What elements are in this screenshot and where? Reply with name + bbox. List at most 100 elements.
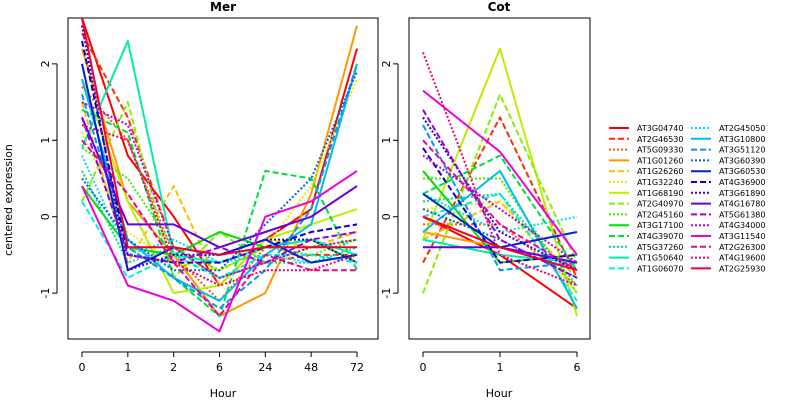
legend-label: AT4G16780 (719, 200, 765, 209)
series-line-AT2G40970 (422, 93, 578, 294)
legend-item: AT3G60530 (691, 167, 765, 176)
legend-label: AT1G01260 (637, 156, 683, 165)
y-tick-label: 0 (39, 213, 52, 220)
legend-item: AT4G16780 (691, 200, 765, 209)
series-line-AT1G32240 (81, 78, 358, 272)
x-axis-label-cot: Hour (486, 387, 513, 400)
series-line-AT2G45050 (422, 192, 578, 233)
series-line-AT3G60390 (81, 71, 358, 272)
legend-item: AT3G61890 (691, 189, 765, 198)
y-tick-label: 1 (380, 137, 393, 144)
legend-item: AT3G51120 (691, 146, 765, 155)
y-tick-label: -1 (39, 288, 52, 299)
x-tick-label: 6 (574, 361, 581, 374)
legend-item: AT4G39070 (609, 232, 683, 241)
series-line-AT1G01260 (81, 25, 358, 318)
legend-item: AT2G40970 (609, 200, 683, 209)
panel-title-mer: Mer (210, 0, 236, 14)
legend-label: AT1G26260 (637, 167, 683, 176)
legend-label: AT2G46530 (637, 135, 683, 144)
legend-item: AT1G01260 (609, 156, 683, 165)
series-line-AT3G51120 (422, 124, 578, 272)
legend-label: AT1G50640 (637, 254, 683, 263)
legend-item: AT2G45050 (691, 124, 765, 133)
series-line-AT1G68190 (422, 47, 578, 317)
legend-item: AT5G37260 (609, 243, 683, 252)
legend-label: AT1G68190 (637, 189, 683, 198)
series-line-AT4G39070 (422, 154, 578, 271)
series-line-AT3G10800 (422, 169, 578, 309)
legend-label: AT3G04740 (637, 124, 683, 133)
series-line-AT3G61890 (81, 25, 358, 272)
legend-item: AT5G61380 (691, 210, 765, 219)
series-line-AT4G39070 (81, 108, 358, 318)
x-tick-label: 6 (216, 361, 223, 374)
legend-item: AT2G45160 (609, 210, 683, 219)
legend-label: AT2G25930 (719, 264, 765, 273)
series-group (422, 47, 578, 317)
x-axis-label-mer: Hour (210, 387, 237, 400)
plot-frame (408, 17, 591, 340)
legend-label: AT2G45050 (719, 124, 765, 133)
legend-item: AT1G32240 (609, 178, 683, 187)
y-tick-label: 2 (380, 60, 393, 67)
legend-item: AT3G10800 (691, 135, 765, 144)
legend-item: AT3G17100 (609, 221, 683, 230)
x-tick-label: 24 (258, 361, 272, 374)
legend-label: AT4G39070 (637, 232, 683, 241)
series-line-AT5G37260 (422, 192, 578, 287)
legend-item: AT1G50640 (609, 254, 683, 263)
legend-label: AT2G45160 (637, 210, 683, 219)
legend-label: AT3G11540 (719, 232, 765, 241)
legend-label: AT1G32240 (637, 178, 683, 187)
series-line-AT4G19600 (81, 124, 358, 287)
legend-item: AT3G04740 (609, 124, 683, 133)
series-line-AT4G34000 (422, 154, 578, 264)
series-line-AT5G61380 (422, 109, 578, 279)
panel-title-cot: Cot (488, 0, 511, 14)
legend-label: AT5G09330 (637, 146, 683, 155)
legend-label: AT2G26300 (719, 243, 765, 252)
y-tick-label: 2 (39, 60, 52, 67)
series-line-AT3G51120 (81, 63, 358, 310)
legend-item: AT2G46530 (609, 135, 683, 144)
legend-item: AT2G25930 (691, 264, 765, 273)
y-axis-label: centered expression (2, 144, 15, 256)
x-tick-label: 1 (124, 361, 131, 374)
legend-item: AT3G60390 (691, 156, 765, 165)
legend-item: AT4G36900 (691, 178, 765, 187)
legend-label: AT5G37260 (637, 243, 683, 252)
series-line-AT2G26300 (422, 139, 578, 272)
legend-item: AT3G11540 (691, 232, 765, 241)
legend-label: AT4G34000 (719, 221, 765, 230)
panel-mer: Mer Hour centered expression 0 1 2 6 24 48 72 -… (2, 0, 379, 400)
legend-item: AT4G19600 (691, 254, 765, 263)
legend-item: AT4G34000 (691, 221, 765, 230)
legend-label: AT3G17100 (637, 221, 683, 230)
series-line-AT4G19600 (422, 52, 578, 287)
legend-label: AT2G40970 (637, 200, 683, 209)
plot-frame (67, 17, 379, 340)
series-line-AT5G61380 (81, 117, 358, 264)
series-line-AT3G11540 (422, 89, 578, 256)
legend-label: AT4G19600 (719, 254, 765, 263)
series-line-AT3G11540 (81, 170, 358, 333)
x-tick-label: 2 (170, 361, 177, 374)
legend-label: AT1G06070 (637, 264, 683, 273)
legend-label: AT3G51120 (719, 146, 765, 155)
panel-cot: Cot Hour 0 1 6 -1 0 1 2 (380, 0, 591, 400)
legend-item: AT1G68190 (609, 189, 683, 198)
series-line-AT2G25930 (81, 18, 357, 256)
y-tick-label: 1 (39, 137, 52, 144)
legend-label: AT5G61380 (719, 210, 765, 219)
legend-label: AT3G10800 (719, 135, 765, 144)
x-tick-label: 0 (79, 361, 86, 374)
legend-label: AT3G60530 (719, 167, 765, 176)
x-tick-label: 0 (420, 361, 427, 374)
legend-item: AT5G09330 (609, 146, 683, 155)
legend-label: AT4G36900 (719, 178, 765, 187)
legend-item: AT1G06070 (609, 264, 683, 273)
legend-item: AT1G26260 (609, 167, 683, 176)
